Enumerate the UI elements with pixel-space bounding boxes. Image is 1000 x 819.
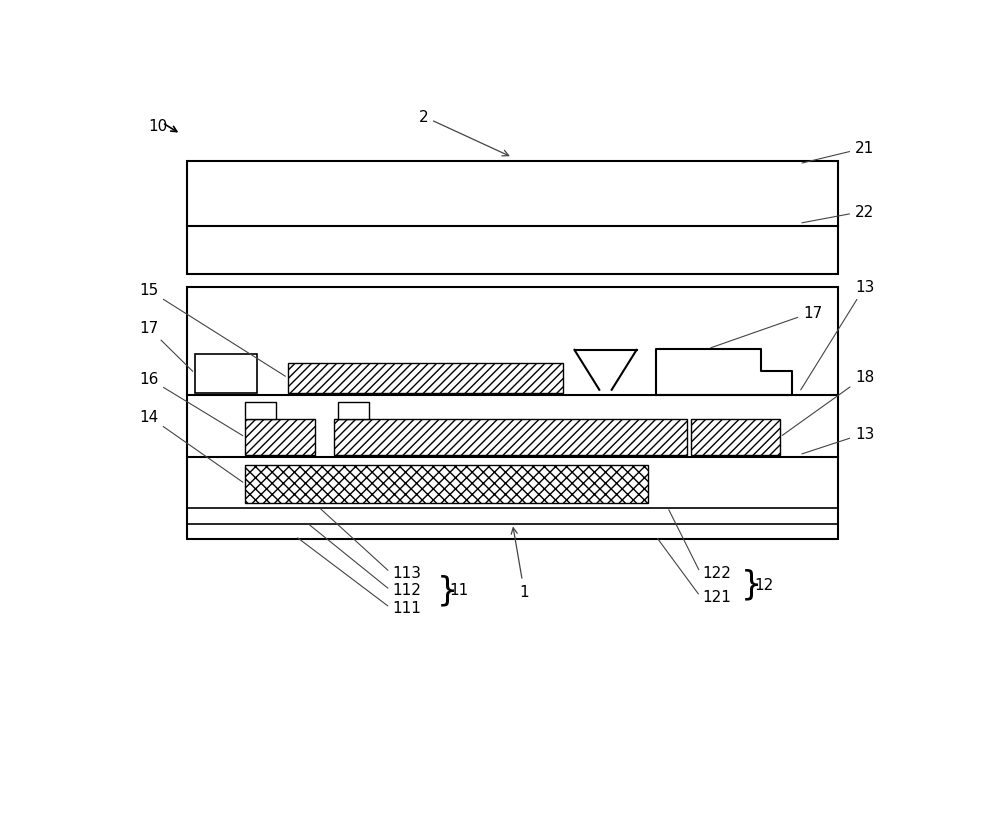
Text: 15: 15 [139, 283, 285, 377]
Bar [245, 403, 276, 419]
Text: 18: 18 [782, 369, 874, 436]
Text: 2: 2 [419, 110, 509, 156]
Bar [187, 161, 838, 275]
Bar [288, 363, 563, 393]
Text: 1: 1 [511, 528, 529, 599]
Text: 16: 16 [139, 372, 243, 436]
Bar [195, 355, 257, 393]
Text: 22: 22 [802, 204, 874, 224]
Text: 11: 11 [449, 582, 468, 598]
Text: }: } [437, 573, 458, 607]
Text: 12: 12 [754, 577, 774, 592]
Text: 121: 121 [702, 589, 731, 604]
Text: 13: 13 [802, 426, 874, 455]
Bar [245, 465, 648, 503]
Bar [338, 403, 369, 419]
Text: 10: 10 [148, 119, 168, 133]
Text: 111: 111 [392, 600, 421, 615]
Bar [245, 419, 315, 456]
Text: 13: 13 [801, 280, 874, 391]
Text: 21: 21 [802, 141, 874, 164]
Text: 122: 122 [702, 565, 731, 580]
Bar [691, 419, 780, 456]
Bar [187, 287, 838, 540]
Bar [334, 419, 687, 456]
Text: 14: 14 [139, 410, 243, 482]
Text: 17: 17 [711, 305, 822, 348]
Text: }: } [741, 568, 762, 601]
Text: 17: 17 [139, 321, 193, 372]
Text: 112: 112 [392, 582, 421, 598]
Text: 113: 113 [392, 565, 421, 580]
